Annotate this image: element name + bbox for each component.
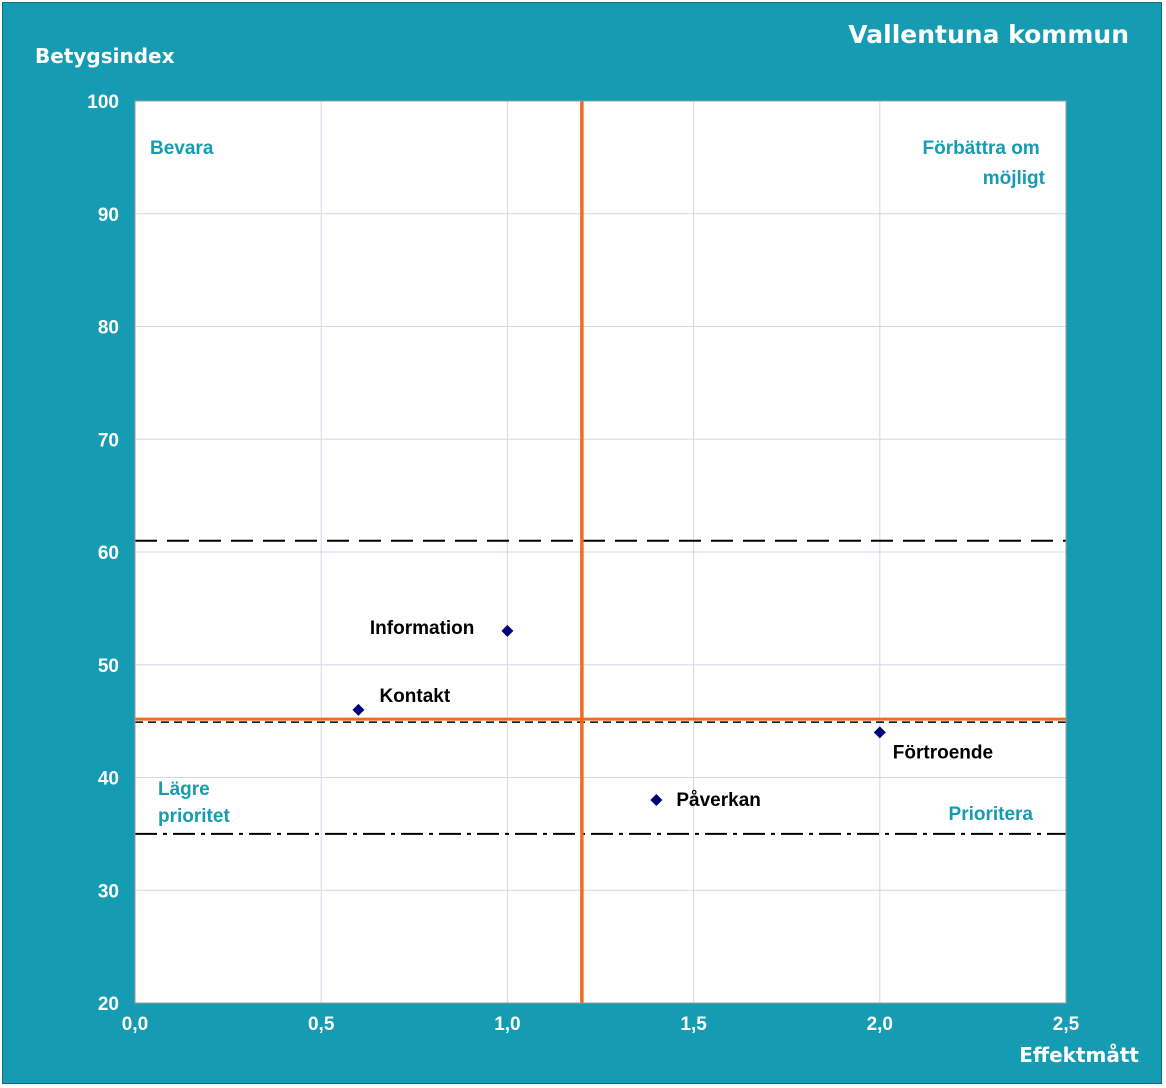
x-axis-label: Effektmått xyxy=(1019,1043,1139,1067)
y-tick-label: 90 xyxy=(98,205,119,226)
x-tick-label: 1,5 xyxy=(680,1014,707,1035)
y-tick-label: 70 xyxy=(98,430,119,451)
y-tick-label: 20 xyxy=(98,994,119,1015)
y-axis-label: Betygsindex xyxy=(35,44,175,68)
data-points: Information Kontakt Förtroende Påverkan xyxy=(352,618,993,811)
y-axis-ticks: 20 30 40 50 60 70 80 90 100 xyxy=(87,92,119,1015)
quadrant-label-lagre-prioritet: Lägre prioritet xyxy=(158,779,230,827)
data-point-label: Påverkan xyxy=(676,790,761,811)
y-tick-label: 100 xyxy=(87,92,119,113)
scatter-chart: Vallentuna kommun Betygsindex Effektmått… xyxy=(35,20,1139,1067)
x-tick-label: 1,0 xyxy=(494,1014,520,1035)
x-axis-ticks: 0,0 0,5 1,0 1,5 2,0 2,5 xyxy=(122,1014,1080,1035)
x-tick-label: 0,0 xyxy=(122,1014,148,1035)
quadrant-label-bevara: Bevara xyxy=(150,138,214,159)
y-tick-label: 30 xyxy=(98,881,119,902)
y-tick-label: 40 xyxy=(98,769,119,790)
chart-title: Vallentuna kommun xyxy=(848,20,1129,49)
x-tick-label: 2,5 xyxy=(1053,1014,1080,1035)
x-tick-label: 0,5 xyxy=(308,1014,335,1035)
y-tick-label: 80 xyxy=(98,318,119,339)
y-tick-label: 50 xyxy=(98,656,119,677)
quadrant-label-prioritera: Prioritera xyxy=(949,804,1034,825)
data-point-label: Förtroende xyxy=(893,742,993,763)
data-point-marker xyxy=(650,794,663,807)
data-point-label: Information xyxy=(370,618,475,639)
y-tick-label: 60 xyxy=(98,543,119,564)
x-tick-label: 2,0 xyxy=(867,1014,893,1035)
quadrant-label-forbattra: Förbättra om möjligt xyxy=(923,138,1046,189)
data-point-marker xyxy=(501,624,514,637)
plot-border xyxy=(134,100,1067,1004)
data-point-marker xyxy=(873,726,886,739)
data-point-marker xyxy=(352,703,365,716)
data-point-label: Kontakt xyxy=(379,686,450,707)
